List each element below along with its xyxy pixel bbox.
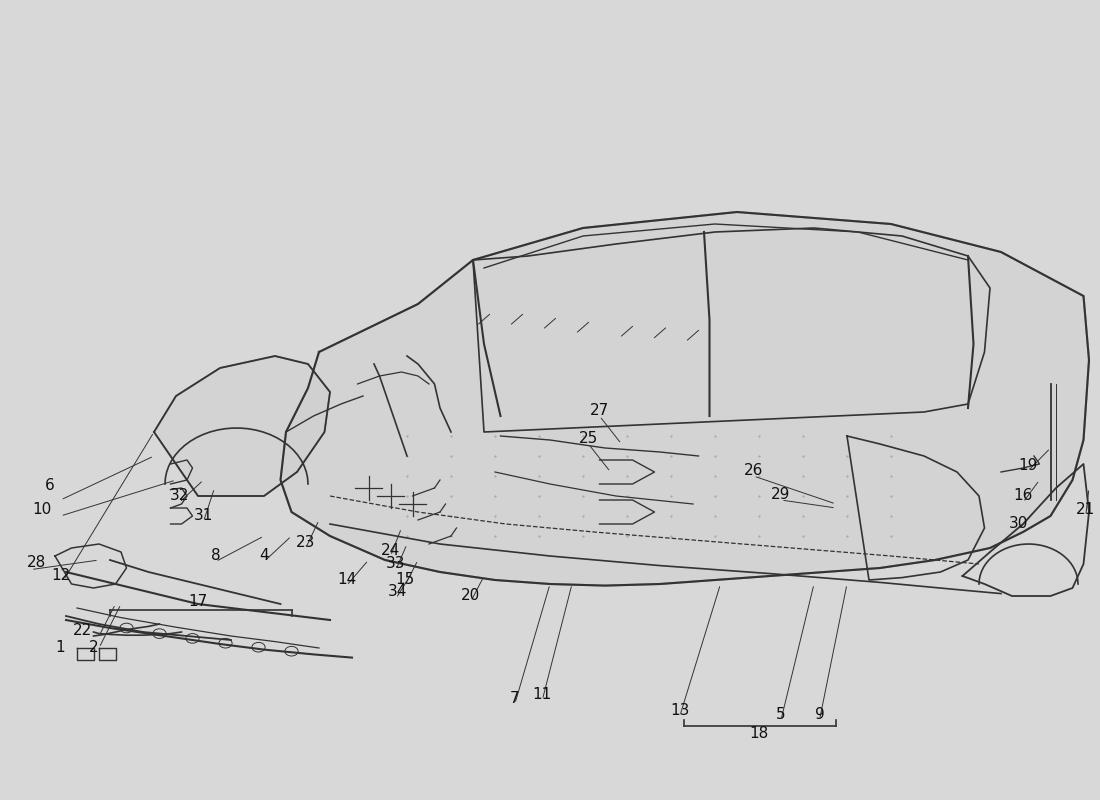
- Text: 31: 31: [194, 509, 213, 523]
- Text: 21: 21: [1076, 502, 1096, 517]
- Text: 14: 14: [337, 573, 356, 587]
- Text: 26: 26: [744, 463, 763, 478]
- Text: 20: 20: [461, 589, 481, 603]
- Text: 19: 19: [1019, 458, 1038, 473]
- Text: 24: 24: [381, 543, 400, 558]
- Text: 5: 5: [777, 707, 785, 722]
- Text: 7: 7: [510, 691, 519, 706]
- Text: 23: 23: [296, 535, 316, 550]
- Text: 9: 9: [815, 707, 824, 722]
- Text: 27: 27: [590, 403, 609, 418]
- Text: 2: 2: [89, 641, 98, 655]
- Text: 6: 6: [45, 478, 54, 493]
- Text: 17: 17: [188, 594, 208, 609]
- Text: 4: 4: [260, 549, 268, 563]
- Text: 25: 25: [579, 431, 598, 446]
- Text: 29: 29: [771, 487, 791, 502]
- Text: 8: 8: [211, 549, 220, 563]
- Text: 22: 22: [73, 623, 92, 638]
- Polygon shape: [280, 212, 1089, 586]
- Text: 13: 13: [670, 703, 690, 718]
- Polygon shape: [154, 356, 330, 496]
- Text: 33: 33: [386, 557, 406, 571]
- Text: 10: 10: [32, 502, 52, 517]
- Text: 16: 16: [1013, 489, 1033, 503]
- Text: 12: 12: [51, 569, 70, 583]
- Text: 30: 30: [1009, 517, 1028, 531]
- Text: 18: 18: [749, 726, 769, 741]
- Text: 32: 32: [169, 489, 189, 503]
- Text: 15: 15: [395, 573, 415, 587]
- Text: 1: 1: [56, 641, 65, 655]
- Text: 34: 34: [387, 585, 407, 599]
- Text: 28: 28: [26, 555, 46, 570]
- Text: 11: 11: [532, 687, 552, 702]
